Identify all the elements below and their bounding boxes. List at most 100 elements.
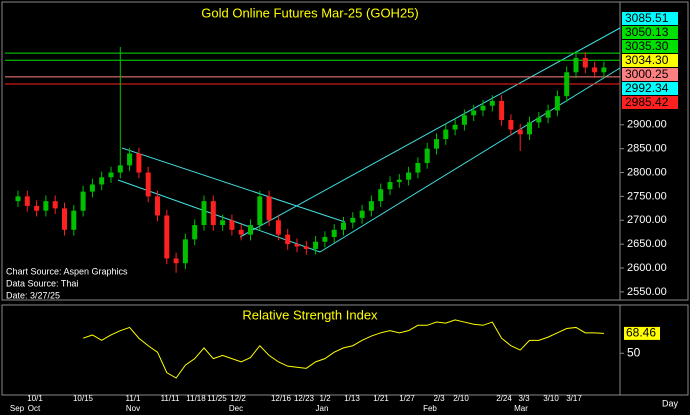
note: Date: 3/27/25 bbox=[6, 290, 60, 300]
chart-title: Gold Online Futures Mar-25 (GOH25) bbox=[201, 5, 418, 20]
rsi-value-box bbox=[624, 326, 660, 340]
x-tick-label: 11/11 bbox=[161, 394, 180, 403]
candle-body bbox=[517, 129, 523, 135]
x-tick-label: 12/16 bbox=[271, 394, 292, 403]
candle-body bbox=[266, 196, 272, 221]
y-tick-label: 2900.00 bbox=[627, 119, 667, 131]
month-label: Nov bbox=[126, 404, 140, 413]
candle-body bbox=[508, 120, 514, 130]
x-tick-label: 3/10 bbox=[543, 394, 559, 403]
candle-body bbox=[499, 100, 505, 121]
x-tick-label: 1/13 bbox=[344, 394, 360, 403]
x-tick-label: 11/1 bbox=[126, 394, 142, 403]
x-tick-label: 1/21 bbox=[373, 394, 389, 403]
level-label: 3085.51 bbox=[625, 11, 669, 25]
candle-body bbox=[480, 105, 486, 111]
candle-body bbox=[350, 217, 356, 223]
candle-body bbox=[359, 210, 365, 218]
candle-body bbox=[80, 191, 86, 211]
x-axis-label: Day bbox=[662, 398, 679, 408]
candle-body bbox=[127, 153, 133, 166]
candle-body bbox=[210, 201, 216, 226]
candle-body bbox=[294, 244, 300, 247]
candle-body bbox=[303, 246, 309, 249]
level-label: 3050.13 bbox=[625, 25, 669, 39]
candle-body bbox=[99, 177, 105, 185]
candle-body bbox=[71, 210, 77, 230]
level-box bbox=[622, 12, 678, 25]
y-tick-label: 2700.00 bbox=[627, 214, 667, 226]
candle-body bbox=[192, 225, 198, 240]
candle-body bbox=[573, 57, 579, 73]
candle-body bbox=[285, 234, 291, 245]
candle-body bbox=[461, 115, 467, 125]
candle-body bbox=[34, 205, 40, 211]
level-box bbox=[622, 26, 678, 39]
x-tick-label: 2/10 bbox=[453, 394, 469, 403]
candle-body bbox=[601, 67, 607, 73]
x-tick-label: 1/27 bbox=[399, 394, 415, 403]
y-tick-label: 50 bbox=[627, 345, 641, 359]
trend-line bbox=[121, 147, 346, 223]
candle-body bbox=[24, 196, 30, 206]
candle-body bbox=[164, 215, 170, 259]
candle-body bbox=[62, 208, 67, 230]
candle-body bbox=[220, 220, 226, 226]
candle-body bbox=[378, 189, 384, 202]
y-tick-label: 2650.00 bbox=[627, 238, 667, 250]
level-box bbox=[622, 40, 678, 53]
y-tick-label: 2850.00 bbox=[627, 143, 667, 155]
candle-body bbox=[173, 258, 179, 264]
month-label: Oct bbox=[28, 404, 41, 413]
candle-body bbox=[322, 236, 328, 242]
candle-body bbox=[108, 172, 114, 178]
candle-body bbox=[592, 67, 598, 73]
candle-body bbox=[182, 239, 188, 264]
candle-body bbox=[145, 172, 151, 197]
month-label: Mar bbox=[514, 404, 528, 413]
candle-body bbox=[452, 124, 458, 130]
x-tick-label: 1/2 bbox=[319, 394, 331, 403]
level-label: 3000.25 bbox=[625, 67, 669, 81]
candle-body bbox=[368, 201, 374, 211]
level-box bbox=[622, 82, 678, 95]
level-label: 2992.34 bbox=[625, 81, 669, 95]
candle-body bbox=[313, 241, 319, 249]
candle-body bbox=[396, 179, 402, 183]
candle-body bbox=[15, 196, 21, 202]
candle-body bbox=[136, 153, 142, 173]
note: Data Source: Thai bbox=[6, 278, 78, 288]
candle-body bbox=[155, 196, 160, 216]
candle-body bbox=[387, 182, 393, 190]
rsi-line bbox=[82, 319, 604, 379]
price-axis-panel bbox=[619, 1, 689, 301]
x-tick-label: 11/18 bbox=[186, 394, 206, 403]
candle-body bbox=[341, 222, 346, 230]
month-label: Sep bbox=[10, 404, 25, 413]
candle-body bbox=[248, 225, 253, 235]
level-label: 3034.30 bbox=[625, 53, 669, 67]
candle-body bbox=[229, 220, 235, 230]
candle-body bbox=[117, 165, 123, 173]
candle-body bbox=[257, 196, 263, 226]
month-label: Dec bbox=[229, 404, 243, 413]
note: Chart Source: Aspen Graphics bbox=[6, 266, 128, 276]
month-label: Jan bbox=[316, 404, 329, 413]
candle-body bbox=[434, 139, 439, 149]
candle-body bbox=[545, 110, 551, 118]
x-tick-label: 3/17 bbox=[566, 394, 582, 403]
candle-body bbox=[424, 148, 430, 163]
candle-body bbox=[582, 57, 588, 68]
trend-line bbox=[319, 67, 621, 253]
trend-line bbox=[239, 27, 621, 238]
candle-body bbox=[238, 229, 244, 235]
x-tick-label: 2/24 bbox=[496, 394, 512, 403]
x-tick-label: 11/25 bbox=[207, 394, 227, 403]
x-tick-label: 12/2 bbox=[230, 394, 246, 403]
level-label: 3035.30 bbox=[625, 39, 669, 53]
x-tick-label: 10/15 bbox=[73, 394, 94, 403]
rsi-axis-panel bbox=[619, 304, 689, 396]
candle-body bbox=[331, 229, 337, 237]
candle-body bbox=[52, 201, 58, 209]
